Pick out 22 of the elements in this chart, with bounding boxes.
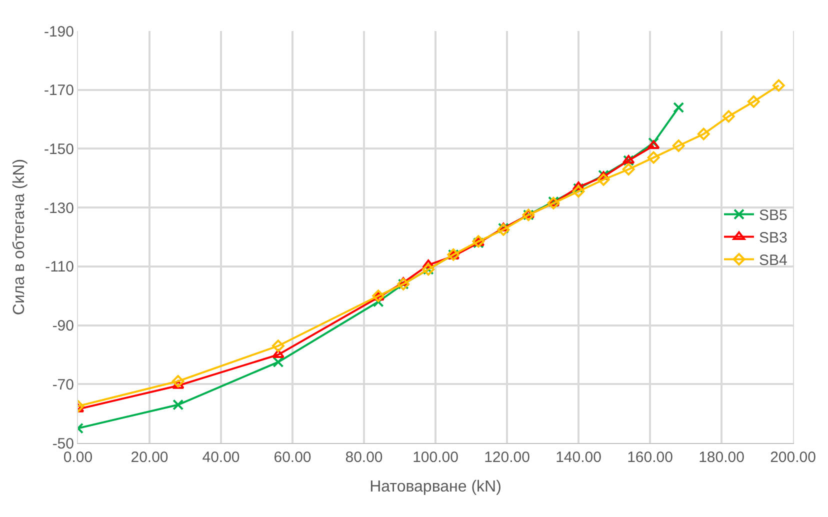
x-tick-label: 80.00: [345, 449, 383, 466]
x-tick-label: 160.00: [627, 449, 673, 466]
y-tick-label: -150: [44, 140, 74, 158]
y-tick-label: -130: [44, 200, 74, 217]
x-tick-label: 140.00: [556, 449, 602, 466]
x-tick-label: 180.00: [698, 449, 744, 466]
x-tick-label: 20.00: [130, 449, 168, 466]
y-tick-label: -190: [44, 23, 74, 40]
x-tick-label: 120.00: [484, 449, 530, 466]
legend-label: SB3: [759, 230, 788, 247]
x-axis-title: Натоварване (kN): [370, 478, 502, 496]
x-tick-label: 100.00: [412, 449, 458, 466]
y-tick-label: -70: [52, 376, 74, 394]
x-tick-label: 60.00: [274, 449, 312, 466]
y-tick-label: -90: [52, 318, 74, 335]
y-tick-label: -170: [44, 82, 74, 100]
legend-label: SB4: [759, 252, 788, 270]
legend-label: SB5: [759, 207, 788, 224]
y-axis-title: Сила в обтегача (kN): [10, 158, 28, 316]
x-tick-label: 200.00: [770, 449, 816, 466]
x-tick-label: 40.00: [202, 449, 240, 466]
y-tick-label: -110: [45, 258, 74, 276]
